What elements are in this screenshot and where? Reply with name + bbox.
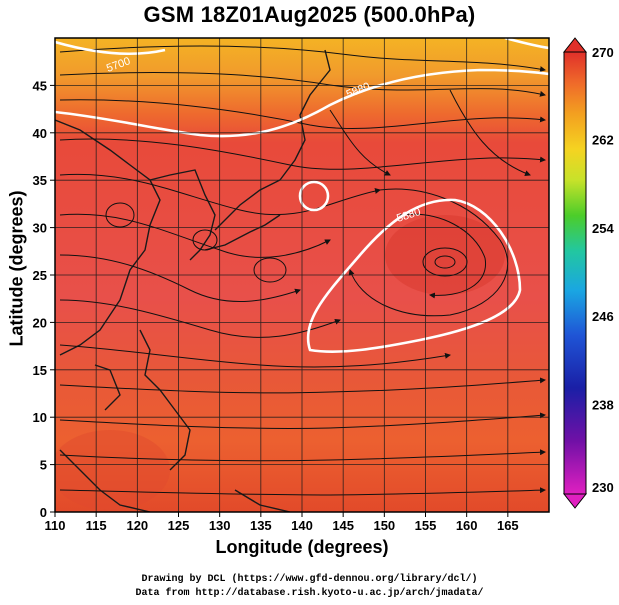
y-tick-label: 40 — [33, 126, 47, 141]
y-tick-label: 35 — [33, 173, 47, 188]
x-tick-label: 110 — [45, 518, 66, 533]
y-tick-label: 10 — [33, 410, 47, 425]
y-tick-label: 30 — [33, 221, 47, 236]
colorbar-tick-label: 254 — [592, 221, 614, 236]
y-tick-label: 20 — [33, 315, 47, 330]
y-tick-label: 0 — [40, 505, 47, 520]
x-tick-label: 125 — [168, 518, 190, 533]
y-axis-label: Latitude (degrees) — [6, 190, 27, 347]
streamlines — [59, 45, 546, 496]
contour-5880-high — [306, 198, 522, 353]
colorbar-tick-label: 246 — [592, 309, 614, 324]
colorbar: 270 262 254 246 238 230 — [562, 37, 614, 509]
y-tick-label: 45 — [33, 78, 47, 93]
colorbar-top-arrow — [562, 37, 588, 53]
y-tick-label: 25 — [33, 268, 47, 283]
chart-title: GSM 18Z01Aug2025 (500.0hPa) — [143, 2, 476, 27]
x-tick-label: 155 — [415, 518, 437, 533]
y-tick-label: 5 — [40, 458, 47, 473]
height-contours — [55, 38, 549, 353]
x-tick-label: 145 — [332, 518, 354, 533]
warm-core-sw — [55, 430, 170, 510]
x-tick-label: 115 — [86, 518, 107, 533]
warm-core-east — [385, 215, 505, 295]
x-tick-label: 130 — [209, 518, 231, 533]
colorbar-tick-label: 262 — [592, 132, 614, 147]
x-axis-label: Longitude (degrees) — [215, 537, 389, 557]
x-tick-label: 120 — [126, 518, 148, 533]
x-tick-label: 150 — [373, 518, 395, 533]
y-tick-label: 15 — [33, 363, 47, 378]
x-tick-label: 165 — [497, 518, 519, 533]
grid — [55, 38, 549, 512]
contour-closed-small — [298, 180, 330, 212]
y-axis-ticks: 0 5 10 15 20 25 30 35 40 45 — [33, 78, 55, 520]
credit-data: Data from http://database.rish.kyoto-u.a… — [135, 588, 484, 599]
x-tick-label: 140 — [291, 518, 313, 533]
colorbar-tick-label: 238 — [592, 398, 614, 413]
contour-5880-north — [55, 68, 549, 138]
x-tick-label: 160 — [456, 518, 478, 533]
colorbar-bottom-arrow — [562, 493, 588, 509]
credit-drawing: Drawing by DCL (https://www.gfd-dennou.o… — [141, 574, 478, 585]
colorbar-tick-label: 230 — [592, 480, 614, 495]
x-axis-ticks: 110 115 120 125 130 135 140 145 150 155 160 165 — [45, 512, 519, 533]
x-tick-label: 135 — [250, 518, 272, 533]
colorbar-tick-label: 270 — [592, 45, 614, 60]
contour-5700 — [55, 40, 166, 55]
colorbar-scale — [563, 51, 587, 495]
